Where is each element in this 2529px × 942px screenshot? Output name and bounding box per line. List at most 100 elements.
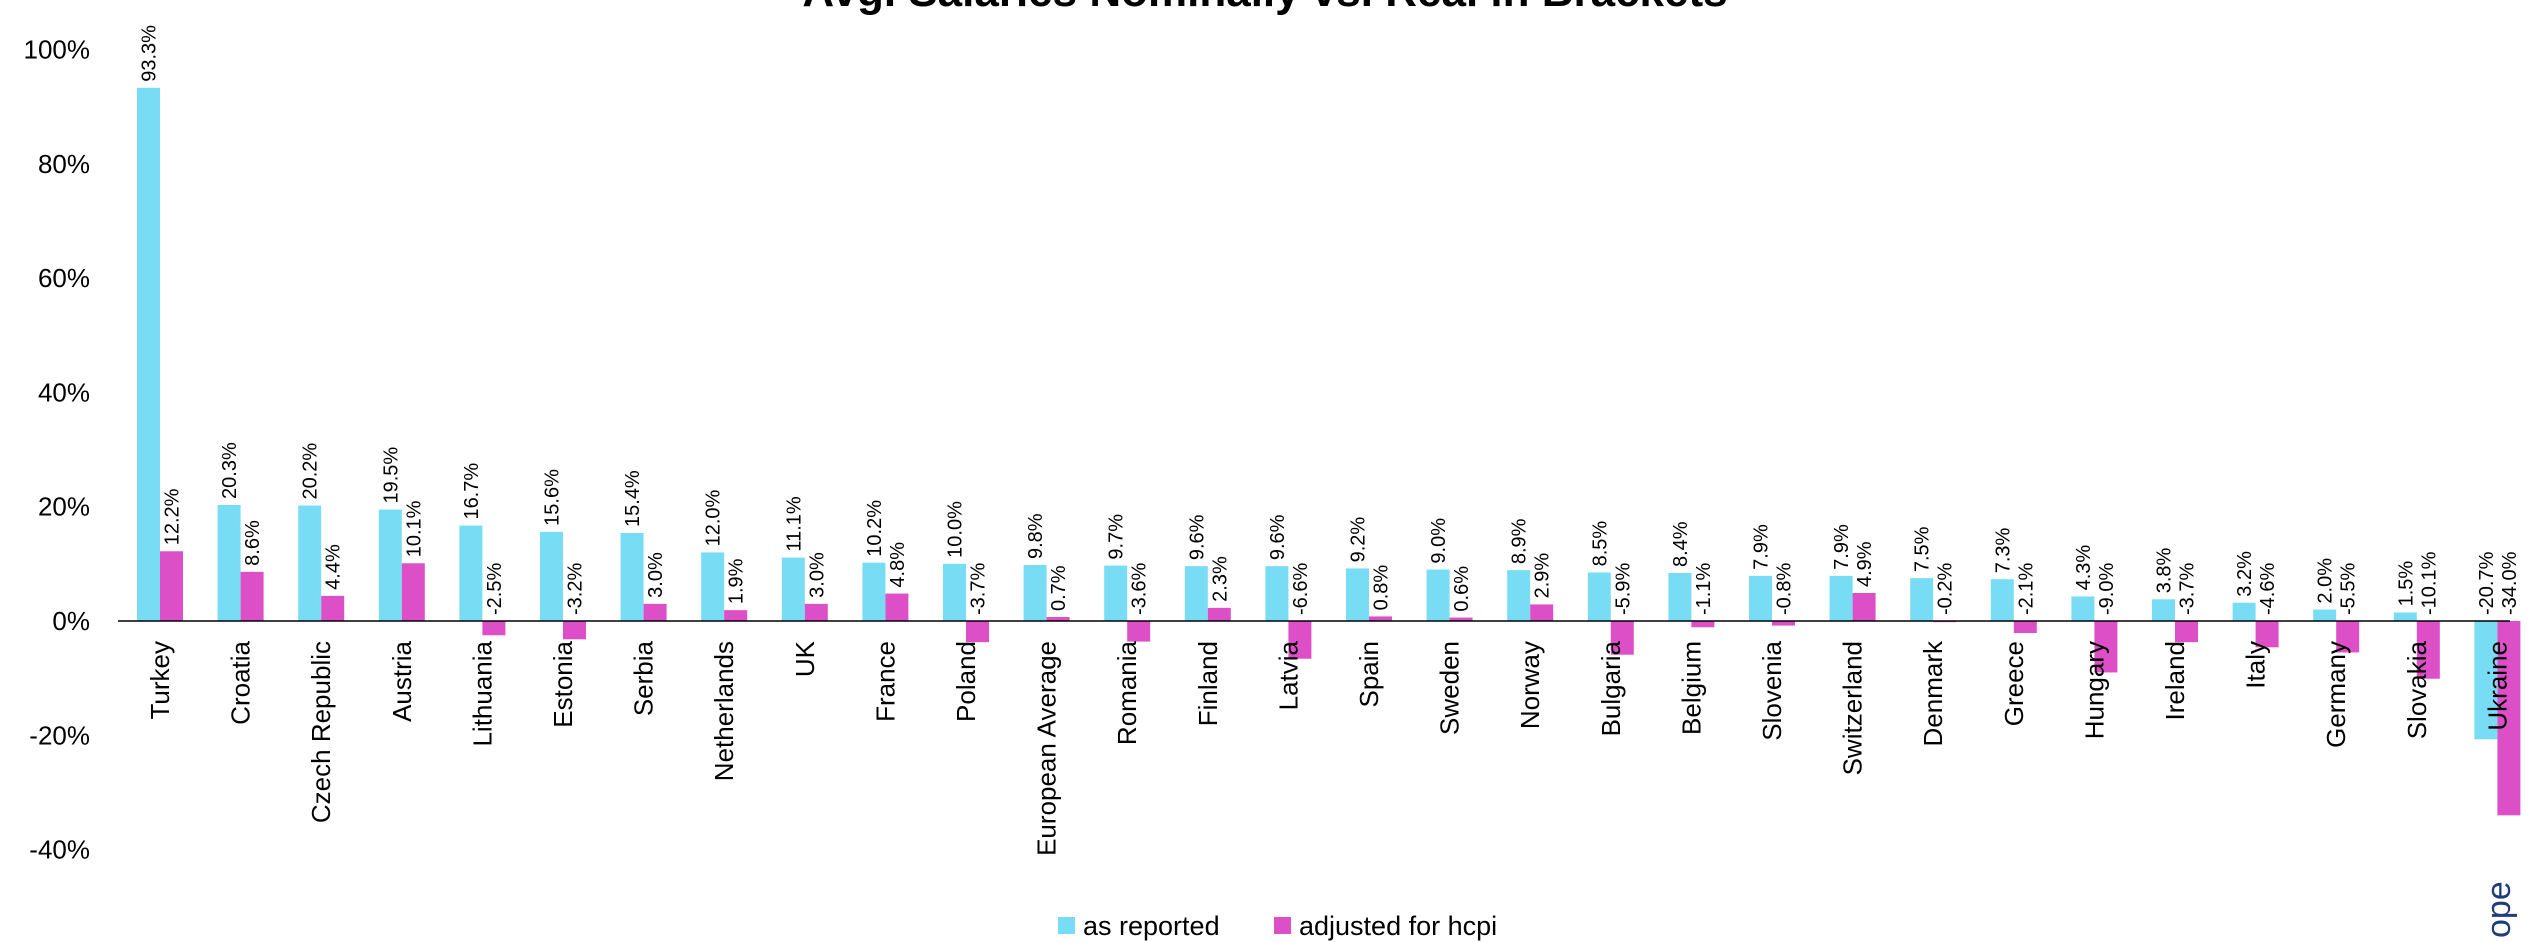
data-label-adjusted-hcpi: 12.2%: [162, 488, 184, 545]
x-tick-label: Spain: [1354, 641, 1384, 708]
data-label-adjusted-hcpi: 3.0%: [806, 552, 828, 598]
bar-as-reported: [2152, 599, 2175, 621]
bar-adjusted-hcpi: [1207, 607, 1231, 621]
watermark-text: ope: [2480, 881, 2518, 938]
data-label-adjusted-hcpi: -2.1%: [2015, 563, 2037, 615]
bar-adjusted-hcpi: [966, 621, 989, 643]
data-label-as-reported: 93.3%: [139, 25, 161, 82]
x-tick-label: Austria: [387, 640, 417, 721]
bar-adjusted-hcpi: [1691, 621, 1715, 628]
data-label-adjusted-hcpi: 10.1%: [403, 500, 425, 557]
legend: as reported adjusted for hcpi: [1058, 911, 1497, 941]
bar-as-reported: [1990, 579, 2014, 621]
y-tick-label: 60%: [38, 263, 90, 293]
bar-as-reported: [378, 509, 402, 621]
data-label-adjusted-hcpi: -0.8%: [1774, 563, 1796, 615]
data-label-adjusted-hcpi: 0.7%: [1048, 565, 1070, 611]
bar-adjusted-hcpi: [724, 610, 748, 621]
bar-as-reported: [459, 525, 483, 621]
data-label-as-reported: 9.7%: [1106, 514, 1128, 560]
data-label-adjusted-hcpi: 4.9%: [1854, 541, 1876, 587]
data-label-as-reported: 9.6%: [1267, 514, 1289, 560]
bar-adjusted-hcpi: [2013, 621, 2037, 634]
bar-as-reported: [862, 562, 886, 621]
data-label-as-reported: 10.0%: [945, 501, 967, 558]
y-tick-label: 80%: [38, 149, 90, 179]
x-axis: Turkey Croatia Czech Republic Austria Lithua…: [145, 640, 2512, 856]
bar-as-reported: [2474, 621, 2498, 740]
data-label-as-reported: 2.0%: [2315, 558, 2337, 604]
bar-as-reported: [540, 531, 563, 621]
x-tick-label: Poland: [951, 641, 981, 722]
bar-as-reported: [217, 504, 241, 621]
data-label-adjusted-hcpi: 1.9%: [726, 558, 748, 604]
data-label-adjusted-hcpi: -10.1%: [2418, 551, 2440, 615]
data-label-as-reported: 12.0%: [703, 489, 725, 546]
y-tick-label: 0%: [52, 606, 90, 636]
bar-as-reported: [1749, 575, 1772, 621]
bar-as-reported: [2232, 602, 2256, 621]
data-label-as-reported: 15.6%: [542, 469, 564, 526]
bar-as-reported: [943, 563, 966, 621]
data-label-as-reported: 7.5%: [1912, 526, 1934, 572]
data-label-as-reported: 20.3%: [219, 442, 241, 499]
bar-as-reported: [1023, 564, 1047, 621]
data-label-as-reported: 20.2%: [300, 443, 322, 500]
x-tick-label: Denmark: [1918, 640, 1948, 746]
x-tick-label: Norway: [1515, 641, 1545, 729]
data-label-adjusted-hcpi: 2.3%: [1209, 556, 1231, 602]
data-label-as-reported: 8.4%: [1670, 521, 1692, 567]
chart-title: Avg. Salaries Nominally vs. Real in Brac…: [802, 0, 1727, 16]
bar-adjusted-hcpi: [885, 593, 909, 621]
data-label-as-reported: 8.5%: [1589, 521, 1611, 567]
bar-adjusted-hcpi: [804, 603, 828, 621]
legend-swatch: [1058, 917, 1075, 934]
y-tick-label: -40%: [29, 835, 90, 865]
data-label-as-reported: 15.4%: [622, 470, 644, 527]
data-label-as-reported: 10.2%: [864, 500, 886, 557]
x-tick-label: Romania: [1112, 640, 1142, 745]
bar-as-reported: [137, 87, 160, 621]
data-label-adjusted-hcpi: -34.0%: [2499, 551, 2521, 615]
data-label-as-reported: 9.6%: [1186, 514, 1208, 560]
legend-label: as reported: [1083, 911, 1220, 941]
data-label-adjusted-hcpi: 4.4%: [323, 544, 345, 590]
data-label-adjusted-hcpi: -2.5%: [484, 563, 506, 615]
bar-adjusted-hcpi: [2255, 621, 2279, 648]
x-tick-label: Finland: [1193, 641, 1223, 726]
bar-adjusted-hcpi: [563, 621, 586, 640]
data-label-as-reported: 7.9%: [1751, 524, 1773, 570]
x-tick-label: Sweden: [1435, 641, 1465, 735]
bar-as-reported: [781, 557, 805, 621]
data-label-adjusted-hcpi: 0.8%: [1371, 565, 1393, 611]
data-label-adjusted-hcpi: 0.6%: [1451, 566, 1473, 612]
data-label-as-reported: 7.3%: [1992, 527, 2014, 573]
bars: [137, 87, 2521, 816]
x-tick-label: Lithuania: [467, 640, 497, 746]
bar-as-reported: [1507, 570, 1531, 621]
data-label-as-reported: 7.9%: [1831, 524, 1853, 570]
data-label-as-reported: 8.9%: [1509, 518, 1531, 564]
legend-label: adjusted for hcpi: [1299, 911, 1497, 941]
data-label-adjusted-hcpi: 3.0%: [645, 552, 667, 598]
data-labels: 93.3% 12.2% 20.3%8.6% 20.2% 4.4% 19.5%10.1% 16…: [139, 25, 2521, 615]
data-label-adjusted-hcpi: 2.9%: [1532, 553, 1554, 599]
data-label-as-reported: 4.3%: [2073, 545, 2095, 591]
bar-as-reported: [1587, 572, 1611, 621]
data-label-adjusted-hcpi: -9.0%: [2096, 563, 2118, 615]
y-tick-label: -20%: [29, 720, 90, 750]
bar-adjusted-hcpi: [2094, 621, 2118, 673]
bar-as-reported: [1668, 572, 1692, 621]
legend-swatch: [1274, 917, 1291, 934]
data-label-adjusted-hcpi: -1.1%: [1693, 563, 1715, 615]
x-tick-label: Greece: [1999, 641, 2029, 726]
data-label-as-reported: 11.1%: [783, 496, 805, 551]
bar-adjusted-hcpi: [1852, 592, 1876, 621]
bar-adjusted-hcpi: [1530, 604, 1554, 621]
bar-adjusted-hcpi: [160, 551, 183, 621]
bar-as-reported: [1104, 565, 1128, 621]
data-label-adjusted-hcpi: -5.9%: [1612, 563, 1634, 615]
x-tick-label: Belgium: [1676, 641, 1706, 735]
x-tick-label: France: [870, 641, 900, 722]
